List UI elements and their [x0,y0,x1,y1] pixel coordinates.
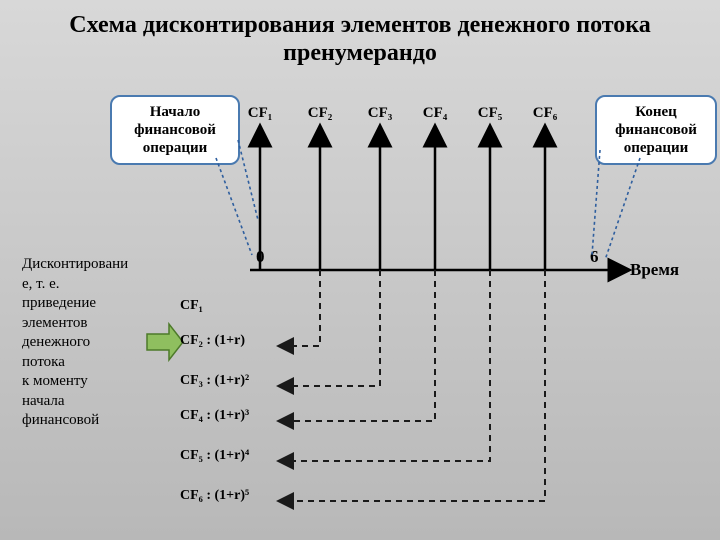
formula-1: CF₁ [180,298,203,314]
tick-six: 6 [590,247,599,267]
cf-label-6: CF₆ [525,105,565,122]
cf-label-3: CF₃ [360,105,400,122]
end-bubble-text: Конецфинансовойоперации [615,104,697,156]
diagram-title: Схема дисконтирования элементов денежног… [0,0,720,71]
cf-label-2: CF₂ [300,105,340,122]
formula-6: CF₆ : (1+r)⁵ [180,488,249,504]
cf-label-5: CF₅ [470,105,510,122]
cf-label-1: CF₁ [240,105,280,122]
formula-5: CF₅ : (1+r)⁴ [180,448,249,464]
cf-label-4: CF₄ [415,105,455,122]
side-description-text: Дисконтирование, т. е.приведениеэлементо… [22,256,128,428]
start-bubble: Началофинансовойоперации [110,95,240,165]
formula-4: CF₄ : (1+r)³ [180,408,249,424]
start-bubble-text: Началофинансовойоперации [134,104,216,156]
green-arrow-icon [145,320,173,360]
end-bubble: Конецфинансовойоперации [595,95,717,165]
tick-zero: 0 [256,247,265,267]
time-axis-label: Время [630,260,679,280]
formula-2: CF₂ : (1+r) [180,333,245,349]
formula-3: CF₃ : (1+r)² [180,373,249,389]
